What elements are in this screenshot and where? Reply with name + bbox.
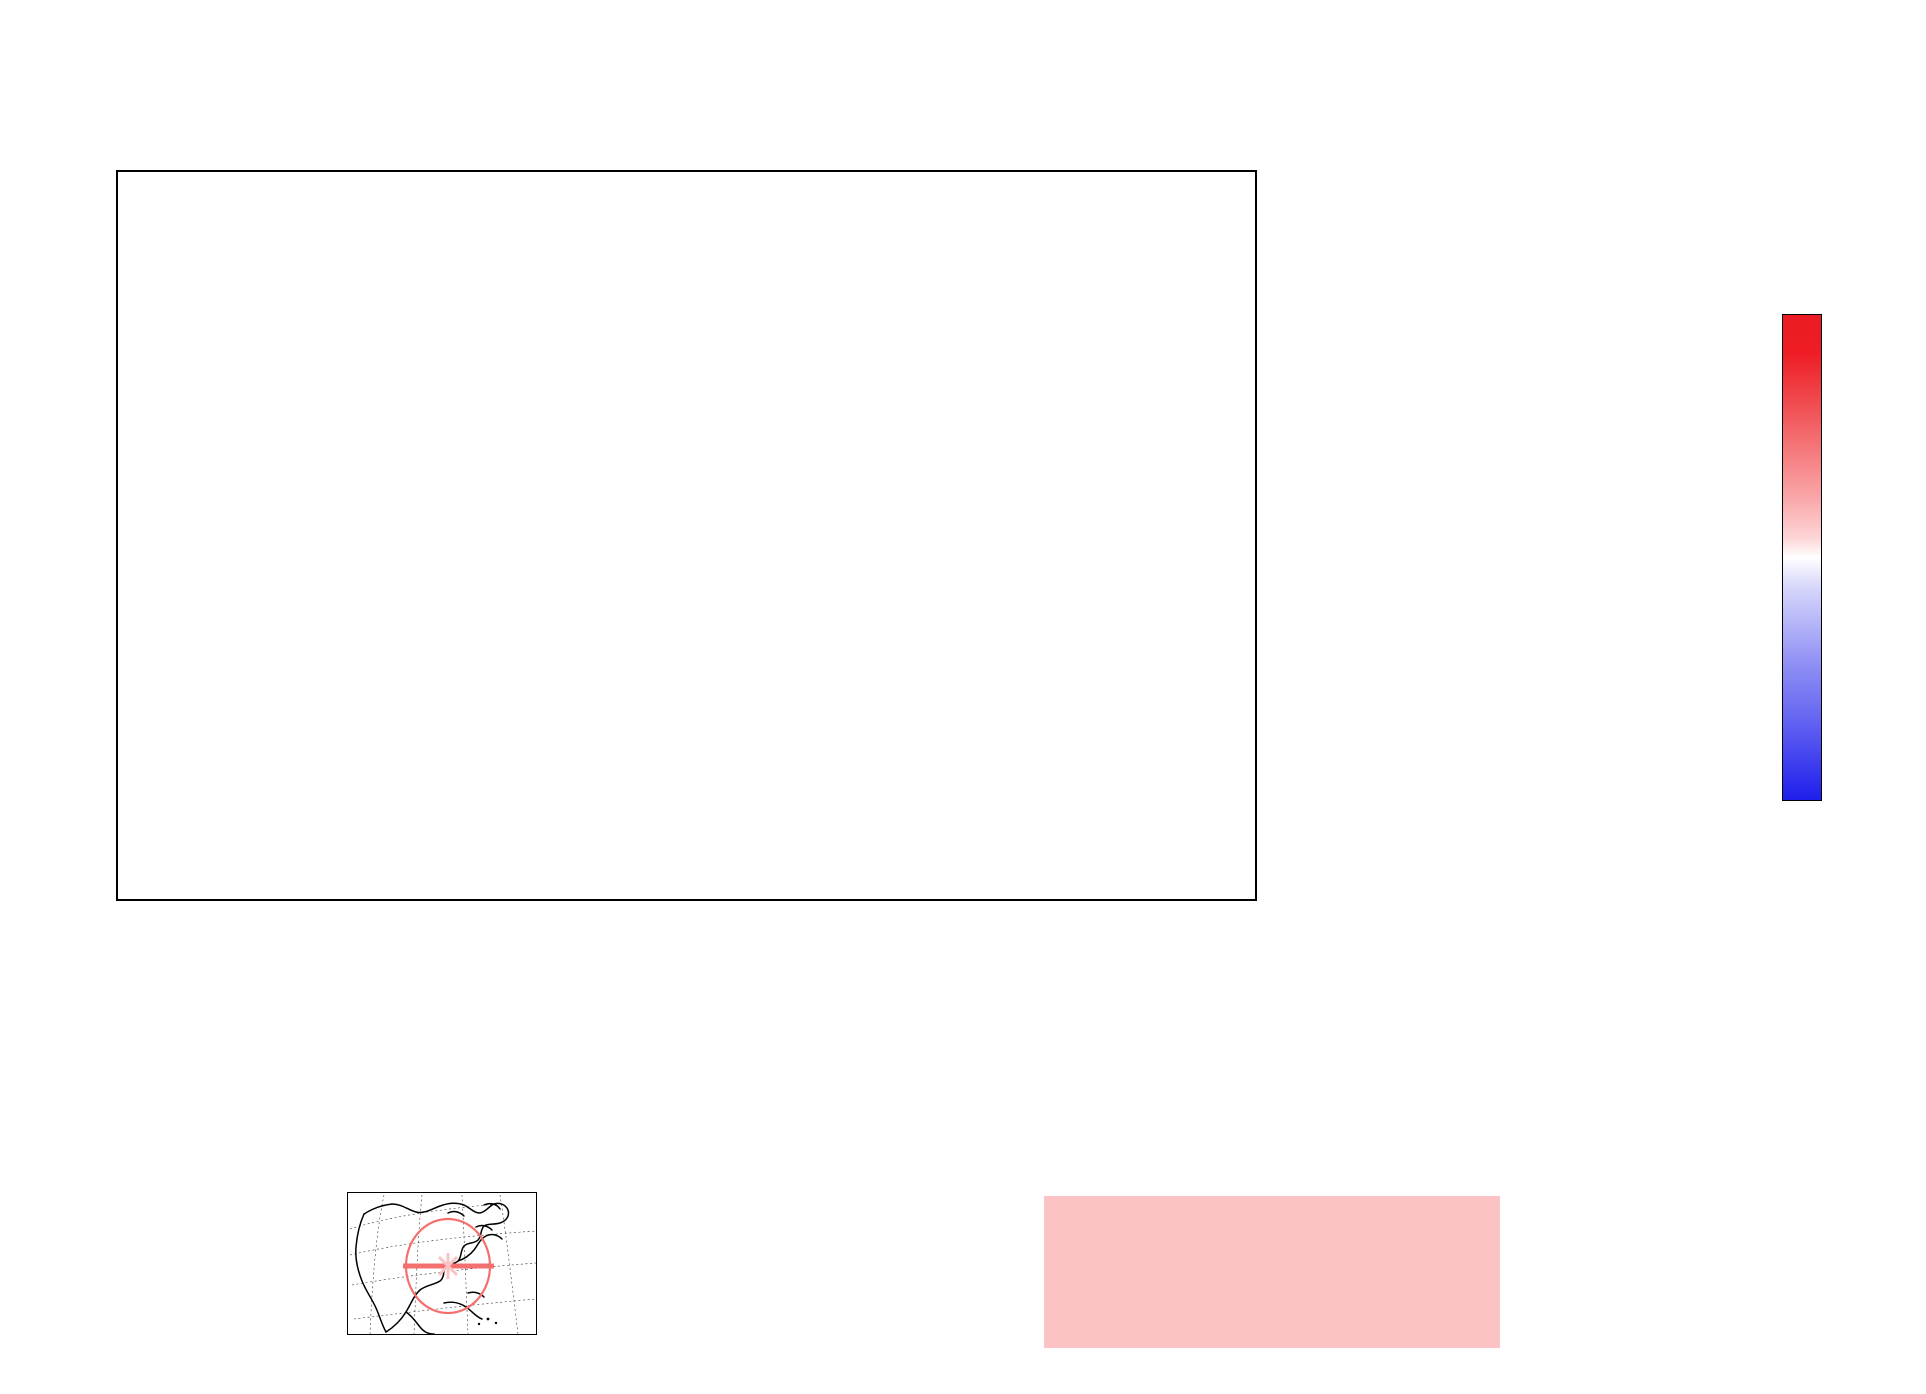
so2-field-heatmap — [118, 172, 1255, 899]
cross-section-plot[interactable] — [116, 170, 1257, 901]
legend-box[interactable] — [1044, 1196, 1500, 1348]
map-coastlines — [355, 1202, 510, 1334]
map-center-marker — [437, 1253, 459, 1279]
inset-locator-map[interactable] — [347, 1192, 537, 1335]
inset-map-svg — [349, 1194, 536, 1334]
contour-overlays — [118, 172, 1255, 899]
map-graticule — [349, 1194, 536, 1334]
colorbar[interactable] — [1782, 314, 1822, 801]
